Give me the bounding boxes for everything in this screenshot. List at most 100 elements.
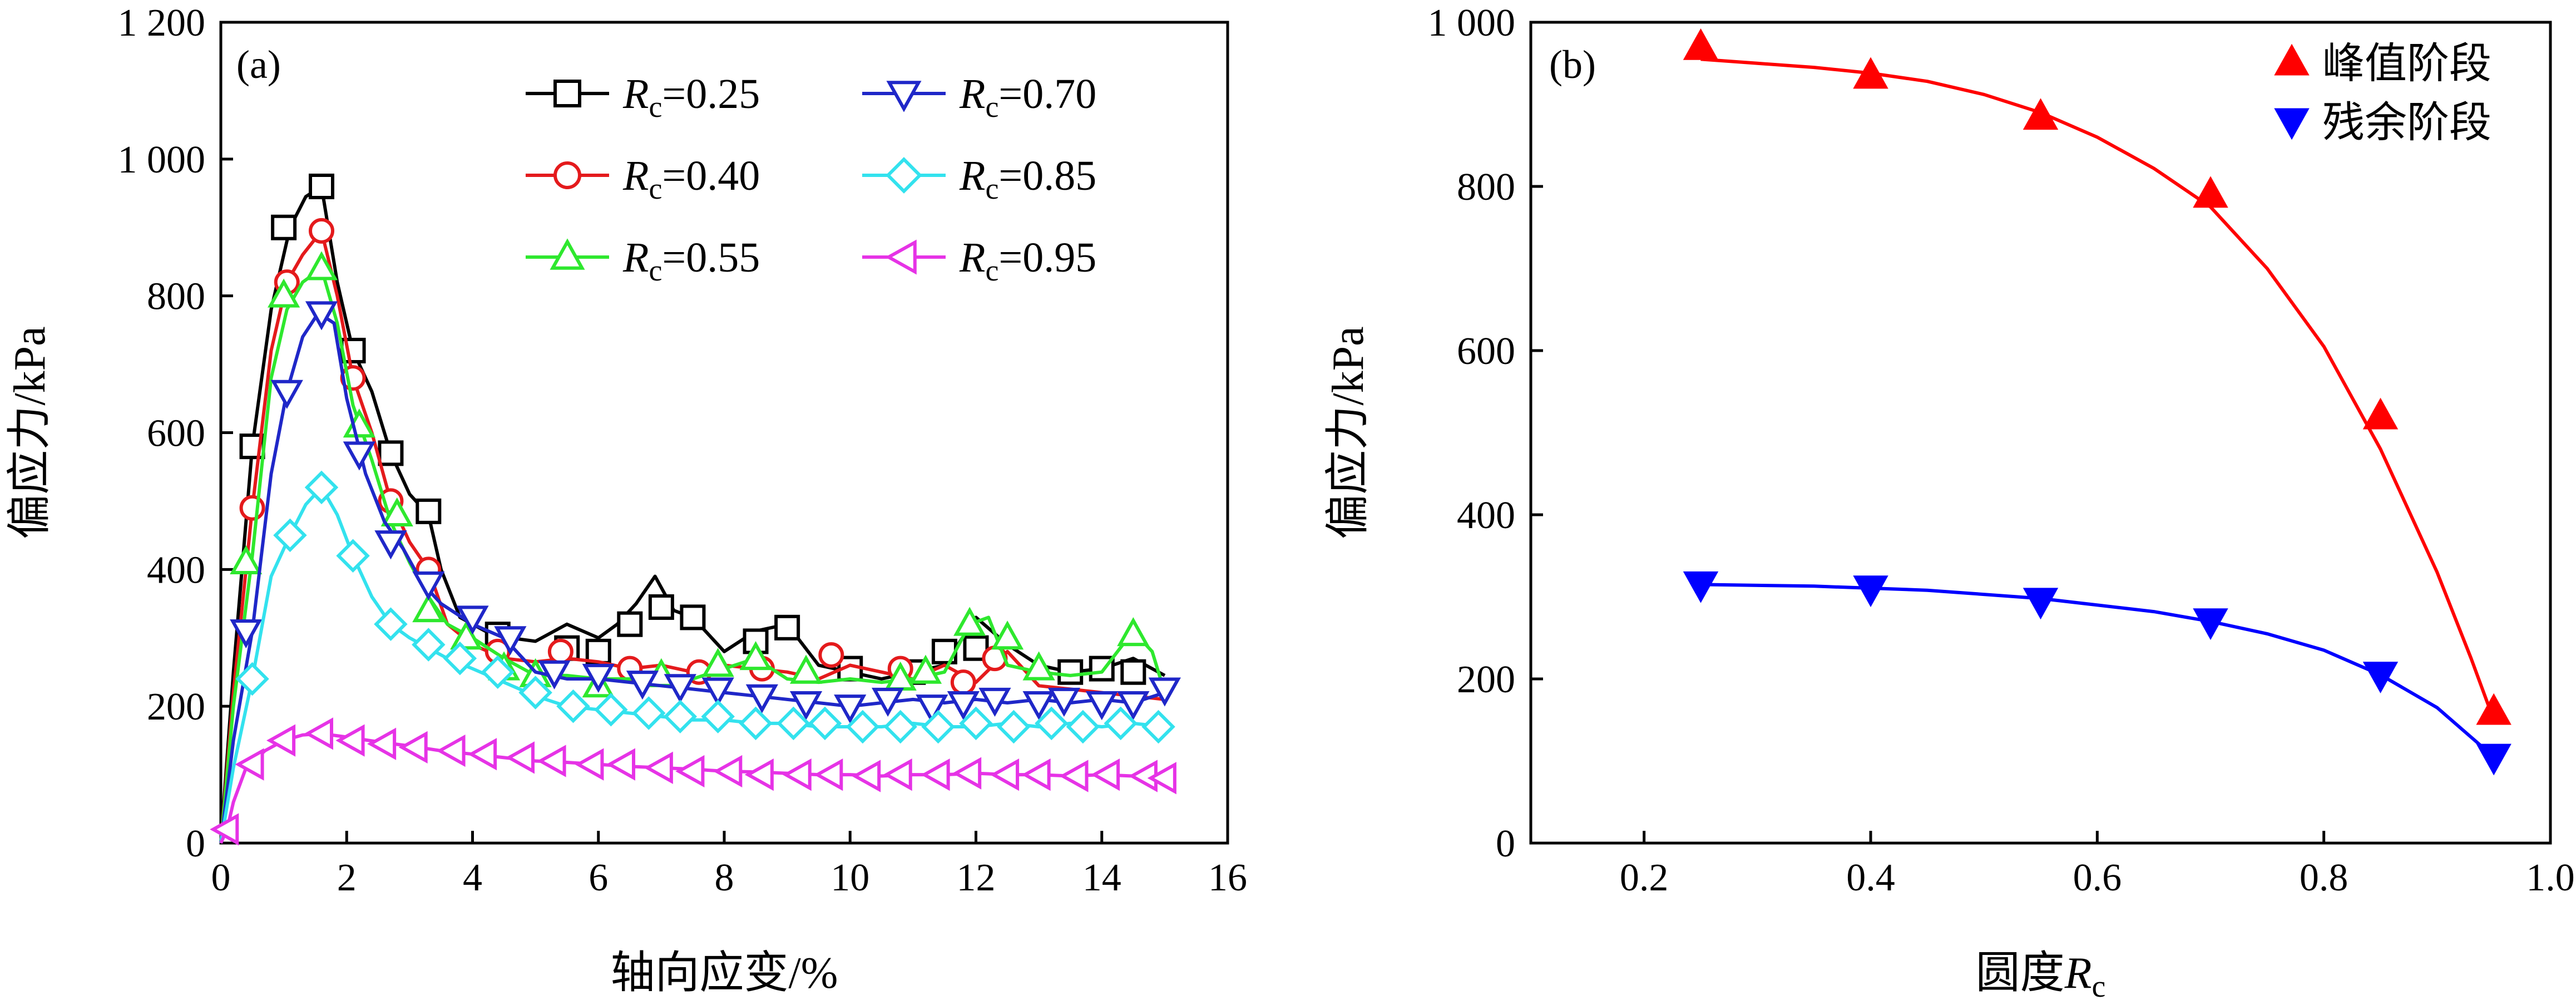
panel-a-data-point [505, 741, 535, 774]
panel-a-data-point [494, 626, 527, 656]
panel-b-fit-curve [1700, 57, 2496, 721]
panel-a-y-tick-label: 0 [186, 822, 205, 865]
panel-a-data-point [626, 671, 659, 700]
panel-b-label: (b) [1549, 42, 1596, 87]
panel-a-data-point [467, 738, 497, 771]
panel-a-y-tick-label: 800 [147, 275, 205, 318]
panel-a-data-point [271, 214, 297, 240]
panel-a-data-point [1035, 706, 1069, 741]
panel-a-x-tick-label: 16 [1208, 856, 1247, 899]
panel-a-data-point [916, 694, 948, 724]
panel-a-data-point [537, 745, 566, 777]
panel-b-series-1 [1683, 571, 2511, 776]
panel-a-x-tick-label: 8 [715, 856, 734, 899]
panel-a-data-point [1090, 758, 1120, 791]
panel-b-y-tick-label: 800 [1457, 166, 1515, 209]
panel-a-x-tick-label: 4 [463, 856, 482, 899]
legend-label: Rc=0.25 [622, 71, 760, 124]
panel-a-data-point [1117, 617, 1150, 647]
panel-a-series-5 [210, 717, 1176, 846]
panel-a-data-point [1120, 659, 1146, 685]
panel-a-data-point [953, 607, 986, 636]
panel-a-x-axis-title: 轴向应变/% [611, 949, 838, 998]
panel-a-data-point [701, 699, 735, 733]
panel-b-data-point [1683, 28, 1719, 60]
panel-b-data-point [2362, 397, 2399, 430]
legend-marker [550, 238, 585, 270]
panel-b-data-point [1683, 571, 1719, 603]
panel-b-y-tick-label: 200 [1457, 658, 1515, 701]
panel-a-data-point [443, 641, 477, 676]
panel-a-data-point [343, 441, 375, 471]
panel-b-y-tick-label: 1 000 [1428, 2, 1516, 45]
panel-b-data-point [1853, 575, 1888, 608]
panel-a-data-point [997, 710, 1031, 744]
panel-b-x-axis-title: 圆度Rc [1976, 949, 2106, 1000]
panel-a-data-point [950, 669, 976, 696]
panel-a-data-point [675, 755, 705, 788]
panel-a-data-point [789, 654, 823, 684]
panel-a-data-point [1141, 710, 1175, 744]
panel-a-data-point [416, 498, 442, 524]
panel-a-data-point [617, 611, 643, 637]
panel-a-data-point [268, 278, 300, 308]
panel-b-plot-frame [1529, 21, 2552, 845]
panel-a-data-point [745, 684, 778, 713]
panel-b-series-0 [1683, 28, 2511, 725]
panel-a-series-3 [219, 301, 1181, 844]
panel-a-data-point [309, 218, 334, 244]
panel-a-data-point [782, 758, 812, 791]
panel-a-data-point [852, 760, 881, 792]
panel-a-data-point [266, 724, 296, 757]
panel-a-data-point [739, 706, 773, 741]
panel-a-data-point [335, 724, 365, 757]
panel-a-data-point [378, 440, 404, 466]
panel-a-data-point [739, 641, 772, 671]
panel-b-x-tick-label: 0.8 [2300, 856, 2348, 899]
panel-a-data-point [774, 614, 800, 641]
panel-b-y-tick-label: 0 [1496, 822, 1515, 865]
panel-a-data-point [412, 571, 445, 601]
panel-a-data-point [239, 495, 265, 521]
panel-b-data-point [2476, 693, 2511, 725]
panel-a-data-point [648, 594, 674, 620]
panel-a-data-point [1021, 758, 1051, 791]
panel-a-data-point [978, 687, 1011, 717]
panel-a-data-point [1147, 762, 1176, 795]
panel-a-series-4 [219, 470, 1175, 844]
panel-a-data-point [1148, 677, 1181, 707]
panel-a-legend: Rc=0.25 Rc=0.70 Rc=0.40 Rc=0.85 Rc=0.55 Rc=0.… [526, 71, 1096, 287]
panel-b-data-point [2193, 608, 2228, 641]
panel-a-data-point [789, 691, 823, 721]
panel-a-data-point [991, 620, 1024, 650]
panel-a-data-point [398, 731, 428, 764]
panel-a-data-point [777, 706, 810, 741]
panel-a-data-point [713, 755, 743, 788]
panel-a-data-point [1047, 687, 1080, 717]
panel-a-data-point [664, 674, 696, 703]
panel-a-data-point [235, 662, 269, 696]
panel-a-x-tick-label: 6 [589, 856, 608, 899]
panel-a-data-point [814, 758, 843, 791]
legend-label: 峰值阶段 [2322, 41, 2491, 87]
panel-a-x-tick-label: 0 [211, 856, 231, 899]
panel-a-data-point [270, 380, 303, 409]
panel-a-data-point [380, 497, 413, 526]
panel-a-data-point [959, 706, 993, 741]
panel-a-data-point [1059, 760, 1089, 792]
panel-a-data-point [436, 734, 466, 767]
panel-a-y-tick-label: 200 [147, 686, 205, 728]
panel-b-data-point [1853, 57, 1888, 89]
panel-a-data-point [367, 727, 397, 760]
panel-a-data-point [304, 717, 333, 750]
panel-a-data-point [1057, 659, 1084, 685]
legend-marker [553, 161, 581, 189]
panel-a-data-point [818, 642, 844, 668]
panel-a-data-point [481, 655, 515, 689]
panel-a-data-point [883, 710, 917, 744]
legend-marker [2274, 43, 2310, 76]
panel-a-data-point [834, 694, 867, 724]
panel-a-data-point [606, 748, 635, 781]
